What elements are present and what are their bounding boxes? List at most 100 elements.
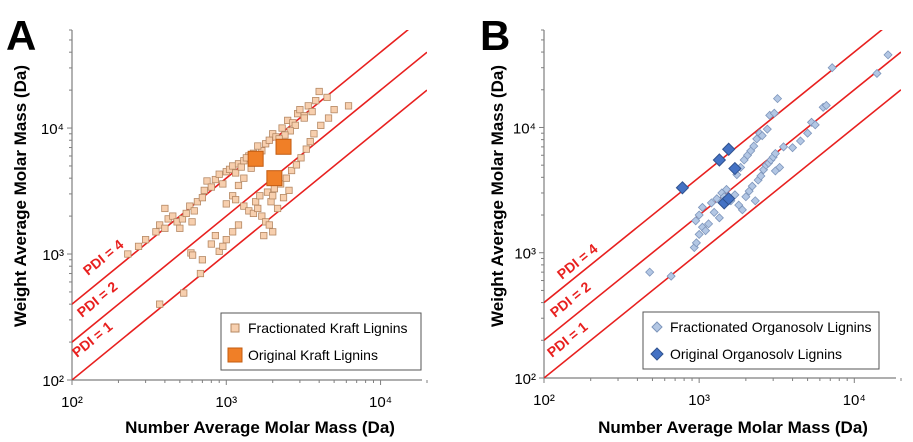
x-tick-label: 10² <box>533 392 555 409</box>
data-point <box>317 121 325 129</box>
x-axis-title: Number Average Molar Mass (Da) <box>125 418 395 437</box>
fractionated-series <box>124 87 353 308</box>
data-point <box>249 209 258 218</box>
data-point <box>252 198 260 206</box>
data-point <box>694 229 704 239</box>
data-point <box>310 130 318 138</box>
data-point <box>270 185 278 193</box>
x-tick-label: 10³ <box>688 392 710 409</box>
data-point <box>675 181 690 195</box>
data-point <box>229 228 237 236</box>
fractionated-series <box>645 50 893 281</box>
y-tick-label: 10⁴ <box>41 121 64 138</box>
data-point <box>196 269 205 278</box>
data-point <box>266 170 283 187</box>
data-point <box>256 192 264 200</box>
data-point <box>161 204 169 213</box>
data-point <box>240 174 248 182</box>
legend-box <box>220 312 422 371</box>
data-point <box>211 175 219 184</box>
data-point <box>219 180 227 188</box>
data-point <box>156 300 164 308</box>
data-point <box>721 142 736 156</box>
y-axis-title: Weight Average Molar Mass (Da) <box>488 65 507 327</box>
data-point <box>273 204 282 213</box>
data-point <box>703 219 714 229</box>
data-point <box>211 232 219 240</box>
data-point <box>697 202 708 212</box>
data-point <box>701 226 711 236</box>
data-point <box>254 142 262 150</box>
data-point <box>787 143 798 153</box>
legend-label: Original Kraft Lignins <box>248 347 378 363</box>
data-point <box>267 198 275 206</box>
data-point <box>296 106 304 114</box>
y-tick-label: 10³ <box>42 247 64 264</box>
data-point <box>176 224 184 232</box>
pdi-label: PDI = 2 <box>547 278 594 320</box>
data-point <box>180 289 188 297</box>
legend-label: Fractionated Kraft Lignins <box>248 320 408 336</box>
data-point <box>712 153 727 167</box>
data-point <box>193 198 202 206</box>
data-point <box>260 232 268 240</box>
data-point <box>757 131 767 141</box>
data-point <box>198 194 206 202</box>
data-point <box>803 128 813 138</box>
data-point <box>324 114 333 122</box>
x-tick-label: 10⁴ <box>369 394 392 411</box>
x-tick-label: 10³ <box>215 394 237 411</box>
pdi-line <box>72 89 427 380</box>
y-tick-label: 10² <box>514 371 536 388</box>
legend: Fractionated Organosolv Lignins Original … <box>642 311 880 370</box>
data-point <box>728 161 742 176</box>
data-point <box>275 138 292 155</box>
data-point <box>645 267 655 277</box>
data-point <box>258 212 266 220</box>
x-tick-label: 10² <box>61 394 83 411</box>
data-point <box>142 236 150 244</box>
legend-label: Original Organosolv Lignins <box>670 346 842 362</box>
data-point <box>287 166 296 175</box>
data-point <box>169 212 177 220</box>
pdi-line <box>72 51 427 343</box>
data-point <box>741 192 751 202</box>
data-point <box>124 250 132 258</box>
data-point <box>215 170 223 178</box>
data-point <box>207 240 215 248</box>
data-point <box>762 124 772 134</box>
data-point <box>189 251 197 259</box>
data-point <box>772 94 783 104</box>
data-point <box>770 148 780 159</box>
y-tick-label: 10³ <box>514 246 536 263</box>
data-point <box>161 224 169 232</box>
data-point <box>219 242 227 250</box>
pdi-label: PDI = 1 <box>544 318 591 360</box>
data-point <box>297 154 305 162</box>
data-point <box>207 183 215 191</box>
data-point <box>778 142 789 152</box>
data-point <box>312 97 320 105</box>
original-series <box>675 142 742 210</box>
y-tick-label: 10² <box>42 373 64 390</box>
data-point <box>291 121 299 129</box>
data-point <box>182 209 190 218</box>
data-point <box>234 181 243 190</box>
data-point <box>190 207 198 215</box>
data-point <box>186 202 194 210</box>
data-point <box>200 186 208 194</box>
data-point <box>330 106 338 114</box>
data-point <box>323 93 331 102</box>
data-point <box>706 198 716 208</box>
data-point <box>203 177 211 185</box>
data-point <box>810 120 820 130</box>
data-point <box>770 166 780 176</box>
data-point <box>795 136 806 146</box>
data-point <box>215 247 223 255</box>
original-series <box>247 138 292 187</box>
data-point <box>714 213 724 223</box>
data-point <box>821 100 831 110</box>
data-point <box>300 114 308 122</box>
data-point <box>237 163 245 171</box>
